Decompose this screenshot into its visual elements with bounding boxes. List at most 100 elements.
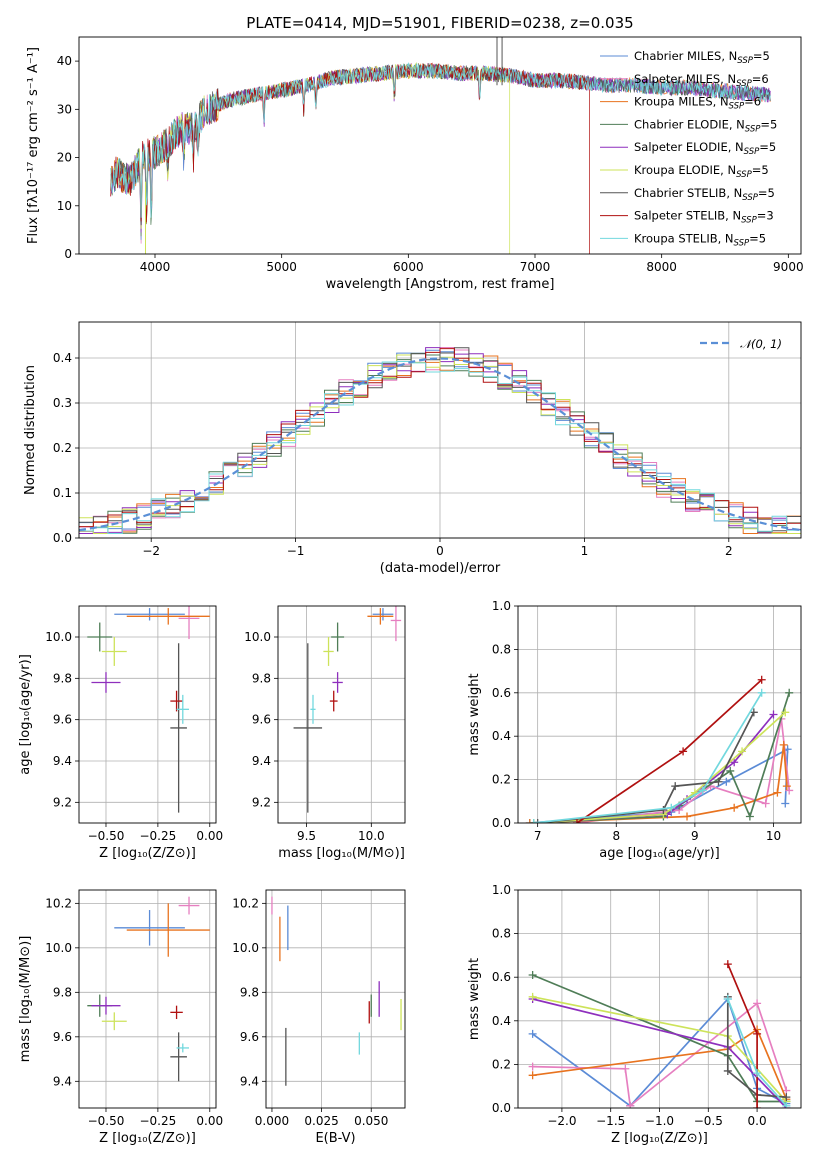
plot-frame (78, 605, 217, 824)
x-tick-label: 9 (691, 829, 699, 843)
weight-marker (621, 1064, 630, 1073)
weight-marker (714, 777, 723, 786)
weight-marker (671, 782, 680, 791)
x-tick-label: 9000 (773, 260, 804, 274)
weight-marker (782, 1101, 791, 1108)
axes-spectrum: 4000 5000 6000 7000 8000 9000 0 10 20 30 40 wavelen… (26, 47, 804, 292)
x-tick-label: −0.50 (88, 829, 125, 843)
plot-frame (78, 321, 802, 539)
plot-frame (517, 889, 802, 1109)
y-tick-label: 1.0 (492, 599, 511, 613)
weight-marker (753, 1069, 762, 1078)
y-tick-label: 0.4 (492, 729, 511, 743)
mass-vs-ebv-points (271, 896, 402, 1086)
y-axis-label: age [log₁₀(age/yr)] (18, 654, 33, 775)
residual-histograms (79, 347, 801, 534)
y-tick-label: 10.2 (232, 896, 259, 910)
axes-mass-vs-z: −0.50 −0.25 0.00 9.4 9.6 9.8 10.0 10.2 Z [log₁₀(… (18, 890, 223, 1146)
y-axis-label: Flux [fλ10⁻¹⁷ erg cm⁻² s⁻¹ A⁻¹] (26, 47, 41, 244)
x-tick-label: 0 (436, 544, 444, 558)
weight-marker (753, 1029, 762, 1038)
weight-marker (528, 971, 537, 980)
y-tick-label: 9.2 (252, 795, 271, 809)
y-axis-label: mass weight (467, 958, 482, 1040)
axes-residuals: −2 −1 0 1 2 0.0 0.1 0.2 0.3 0.4 (data-model)/error… (23, 322, 801, 576)
x-axis-label: E(B-V) (315, 1131, 355, 1146)
weight-marker (782, 782, 791, 791)
weight-vs-z-lines (528, 960, 791, 1108)
legend-entry: 𝒩(0, 1) (740, 337, 782, 351)
y-axis-label: mass [log₁₀(M/M⊙)] (18, 936, 33, 1063)
x-axis-label: mass [log₁₀(M/M⊙)] (278, 846, 405, 861)
weight-marker (726, 766, 735, 775)
normal-curve (79, 357, 801, 532)
legend-entry: Kroupa STELIB, NSSP=5 (634, 231, 766, 248)
axes-weight-vs-z: −2.0 −1.5 −1.0 −0.5 0.0 0.0 0.2 0.4 0.6 0.8 1.0 Z [… (467, 883, 801, 1146)
weight-marker (781, 799, 790, 808)
x-tick-label: 0.00 (196, 829, 223, 843)
weight-marker (572, 819, 581, 823)
x-tick-label: 10 (766, 829, 781, 843)
age-vs-mass-points (293, 606, 402, 813)
legend-entry: Salpeter ELODIE, NSSP=5 (634, 140, 776, 157)
weight-marker (779, 740, 788, 749)
x-tick-label: 0.00 (196, 1114, 223, 1128)
y-tick-label: 9.8 (252, 671, 271, 685)
x-tick-label: 7000 (520, 260, 551, 274)
x-tick-label: 0.025 (304, 1114, 338, 1128)
x-axis-label: (data-model)/error (380, 561, 501, 576)
y-tick-label: 0.0 (492, 1101, 511, 1115)
weight-line (576, 718, 791, 823)
weight-marker (528, 1062, 537, 1071)
y-tick-label: 10.0 (45, 630, 72, 644)
x-tick-label: 6000 (393, 260, 424, 274)
histogram-kroupa-stelib (79, 361, 801, 534)
y-tick-label: 0.2 (53, 441, 72, 455)
weight-marker (667, 803, 676, 812)
mass-vs-z-points (87, 896, 210, 1082)
x-tick-label: 2 (725, 544, 733, 558)
y-tick-label: 9.4 (240, 1074, 259, 1088)
weight-line (537, 711, 755, 823)
x-tick-label: 0.000 (255, 1114, 289, 1128)
figure-title: PLATE=0414, MJD=51901, FIBERID=0238, z=0… (246, 14, 633, 32)
x-tick-label: 0.0 (748, 1114, 767, 1128)
x-tick-label: −0.50 (88, 1114, 125, 1128)
weight-marker (785, 786, 794, 795)
weight-marker (528, 1071, 537, 1080)
y-tick-label: 1.0 (492, 883, 511, 897)
y-tick-label: 10.0 (45, 941, 72, 955)
weight-marker (773, 788, 782, 797)
weight-marker (679, 747, 688, 756)
x-tick-label: 7 (534, 829, 542, 843)
y-tick-label: 0.4 (53, 351, 72, 365)
axes-weight-vs-age: 7 8 9 10 0.0 0.2 0.4 0.6 0.8 1.0 age [log₁₀(age/yr… (467, 599, 801, 861)
y-tick-label: 9.4 (53, 754, 72, 768)
x-tick-label: −1.5 (596, 1114, 625, 1128)
legend-entry: Salpeter MILES, NSSP=6 (634, 72, 769, 89)
legend-entry: Chabrier ELODIE, NSSP=5 (634, 117, 777, 134)
weight-marker (529, 819, 538, 823)
plot-frame (265, 889, 406, 1109)
axes-age-vs-z: −0.50 −0.25 0.00 9.2 9.4 9.6 9.8 10.0 Z [log₁₀(Z… (18, 606, 223, 861)
x-tick-label: −2 (142, 544, 160, 558)
weight-marker (753, 1104, 762, 1108)
x-tick-label: 8 (612, 829, 620, 843)
y-tick-label: 0.1 (53, 486, 72, 500)
y-tick-label: 9.2 (53, 795, 72, 809)
y-tick-label: 0.3 (53, 396, 72, 410)
weight-marker (781, 708, 790, 717)
weight-marker (738, 747, 747, 756)
axes-mass-vs-ebv: 0.000 0.025 0.050 9.4 9.6 9.8 10.0 10.2 E(B-V) (232, 890, 405, 1146)
y-axis-label: Normed distribution (23, 365, 38, 495)
x-tick-label: 1 (581, 544, 589, 558)
x-tick-label: −1 (287, 544, 305, 558)
x-tick-label: 4000 (140, 260, 171, 274)
y-tick-label: 20 (57, 151, 72, 165)
y-tick-label: 9.6 (53, 713, 72, 727)
x-tick-label: 9.5 (297, 829, 316, 843)
y-tick-label: 10.0 (244, 630, 271, 644)
weight-marker (528, 1029, 537, 1038)
x-axis-label: age [log₁₀(age/yr)] (599, 846, 720, 861)
